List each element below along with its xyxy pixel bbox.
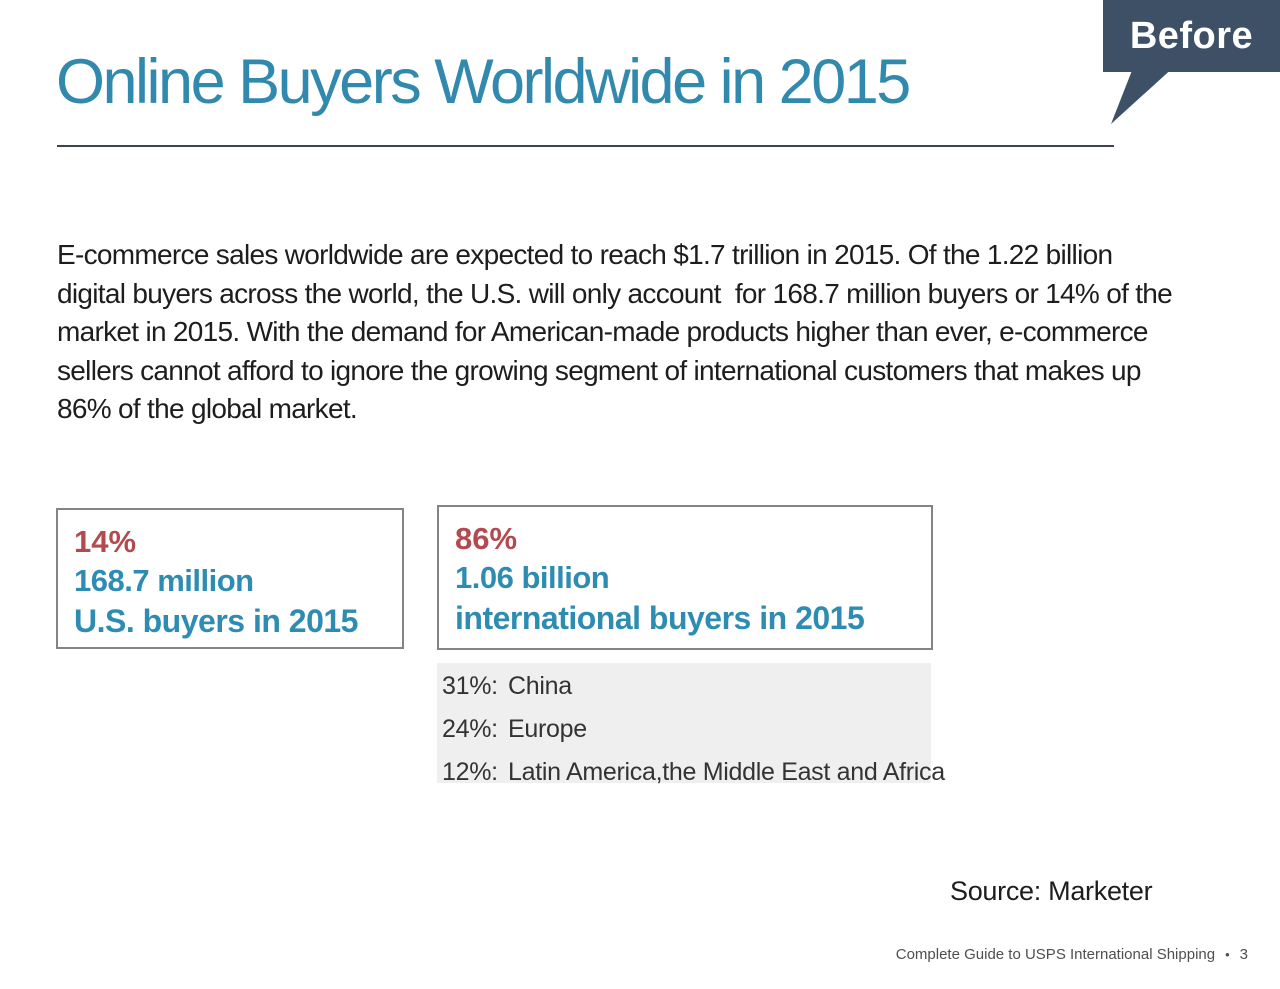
us-value: 168.7 million (74, 562, 254, 598)
breakdown-region: Latin America,the Middle East and Africa (508, 758, 945, 786)
before-badge: Before (1103, 0, 1280, 72)
body-paragraph: E-commerce sales worldwide are expected … (57, 239, 1180, 424)
us-label: U.S. buyers in 2015 (74, 602, 358, 639)
title-divider (57, 145, 1114, 147)
speech-bubble-tail-icon (1111, 71, 1170, 124)
international-label: international buyers in 2015 (455, 600, 865, 636)
list-item: 12%: Latin America,the Middle East and A… (442, 758, 945, 801)
before-badge-label: Before (1129, 14, 1254, 57)
source-attribution: Source: Marketer (950, 876, 1153, 906)
international-value: 1.06 billion (455, 560, 610, 595)
breakdown-percent: 12%: (442, 758, 498, 786)
regional-breakdown-list: 31%: China 24%: Europe 12%: Latin Americ… (437, 663, 945, 786)
page-title: Online Buyers Worldwide in 2015 (56, 47, 911, 117)
breakdown-region: Europe (508, 715, 587, 743)
footer-text: Complete Guide to USPS International Shi… (895, 946, 1216, 963)
footer-bullet-icon: • (1225, 947, 1230, 962)
page-number: 3 (1239, 946, 1248, 963)
breakdown-percent: 24%: (442, 715, 498, 743)
us-percent: 14% (74, 524, 137, 559)
stat-box-international: 86% 1.06 billion international buyers in… (437, 505, 933, 650)
list-item: 31%: China (442, 672, 931, 715)
breakdown-region: China (508, 672, 572, 700)
list-item: 24%: Europe (442, 715, 931, 758)
slide-footer: Complete Guide to USPS International Shi… (896, 946, 1248, 963)
international-percent: 86% (455, 521, 518, 556)
stat-box-us: 14% 168.7 million U.S. buyers in 2015 (56, 508, 404, 649)
breakdown-percent: 31%: (442, 672, 498, 700)
